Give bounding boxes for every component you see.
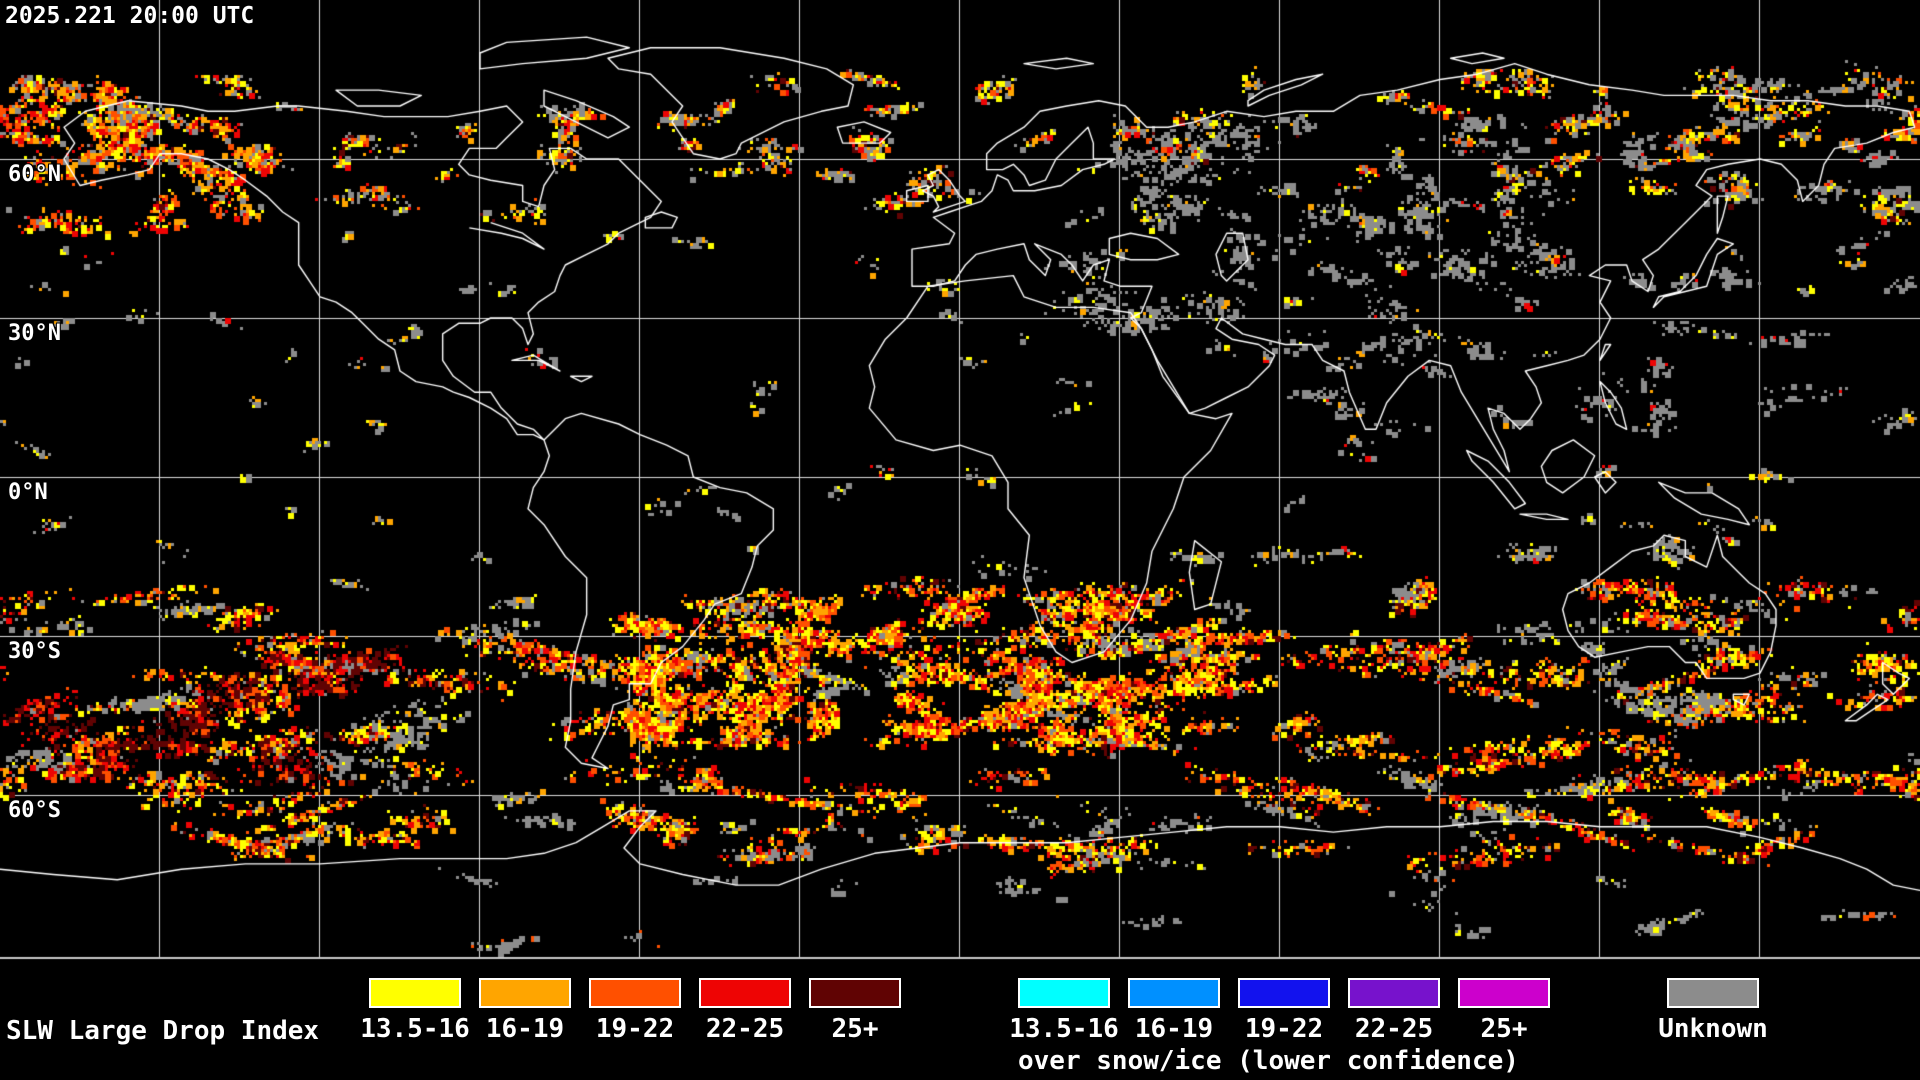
legend-item: 13.5-16 bbox=[1009, 978, 1119, 1044]
legend-swatch-purple bbox=[1348, 978, 1440, 1008]
legend-item: 25+ bbox=[809, 978, 901, 1044]
timestamp: 2025.221 20:00 UTC bbox=[5, 3, 255, 29]
legend-item: 22-25 bbox=[1348, 978, 1440, 1044]
legend-range-label: 19-22 bbox=[595, 1014, 675, 1044]
legend-swatch-maroon bbox=[809, 978, 901, 1008]
legend-swatch-magenta bbox=[1458, 978, 1550, 1008]
legend-unknown-label: Unknown bbox=[1658, 1014, 1768, 1044]
lat-label-30s: 30°S bbox=[8, 639, 61, 664]
legend-item: 13.5-16 bbox=[360, 978, 470, 1044]
legend-swatch-unknown bbox=[1667, 978, 1759, 1008]
legend-range-label: 22-25 bbox=[705, 1014, 785, 1044]
lat-label-30n: 30°N bbox=[8, 321, 61, 346]
legend-item: 25+ bbox=[1458, 978, 1550, 1044]
lat-label-60n: 60°N bbox=[8, 162, 61, 187]
legend-range-label: 25+ bbox=[831, 1014, 879, 1044]
legend-swatch-yellow bbox=[369, 978, 461, 1008]
world-map-canvas bbox=[0, 0, 1920, 962]
legend-range-label: 16-19 bbox=[1134, 1014, 1214, 1044]
legend-swatch-orangered bbox=[589, 978, 681, 1008]
legend-swatch-blue bbox=[1238, 978, 1330, 1008]
legend-caption-snow-ice: over snow/ice (lower confidence) bbox=[1018, 1046, 1519, 1076]
legend-item: 19-22 bbox=[1238, 978, 1330, 1044]
legend-range-label: 22-25 bbox=[1354, 1014, 1434, 1044]
legend-range-label: 13.5-16 bbox=[360, 1014, 470, 1044]
legend-swatch-orange bbox=[479, 978, 571, 1008]
legend-title: SLW Large Drop Index bbox=[6, 1016, 320, 1046]
legend-item: 16-19 bbox=[479, 978, 571, 1044]
legend-range-label: 13.5-16 bbox=[1009, 1014, 1119, 1044]
legend-range-label: 19-22 bbox=[1244, 1014, 1324, 1044]
lat-label-60s: 60°S bbox=[8, 798, 61, 823]
legend-range-label: 25+ bbox=[1480, 1014, 1528, 1044]
legend-item: Unknown bbox=[1658, 978, 1768, 1044]
legend-item: 19-22 bbox=[589, 978, 681, 1044]
legend-swatch-red bbox=[699, 978, 791, 1008]
legend-item: 22-25 bbox=[699, 978, 791, 1044]
legend-swatch-cyan bbox=[1018, 978, 1110, 1008]
legend-range-label: 16-19 bbox=[485, 1014, 565, 1044]
legend-item: 16-19 bbox=[1128, 978, 1220, 1044]
lat-label-0n: 0°N bbox=[8, 480, 48, 505]
legend-swatch-skyblue bbox=[1128, 978, 1220, 1008]
